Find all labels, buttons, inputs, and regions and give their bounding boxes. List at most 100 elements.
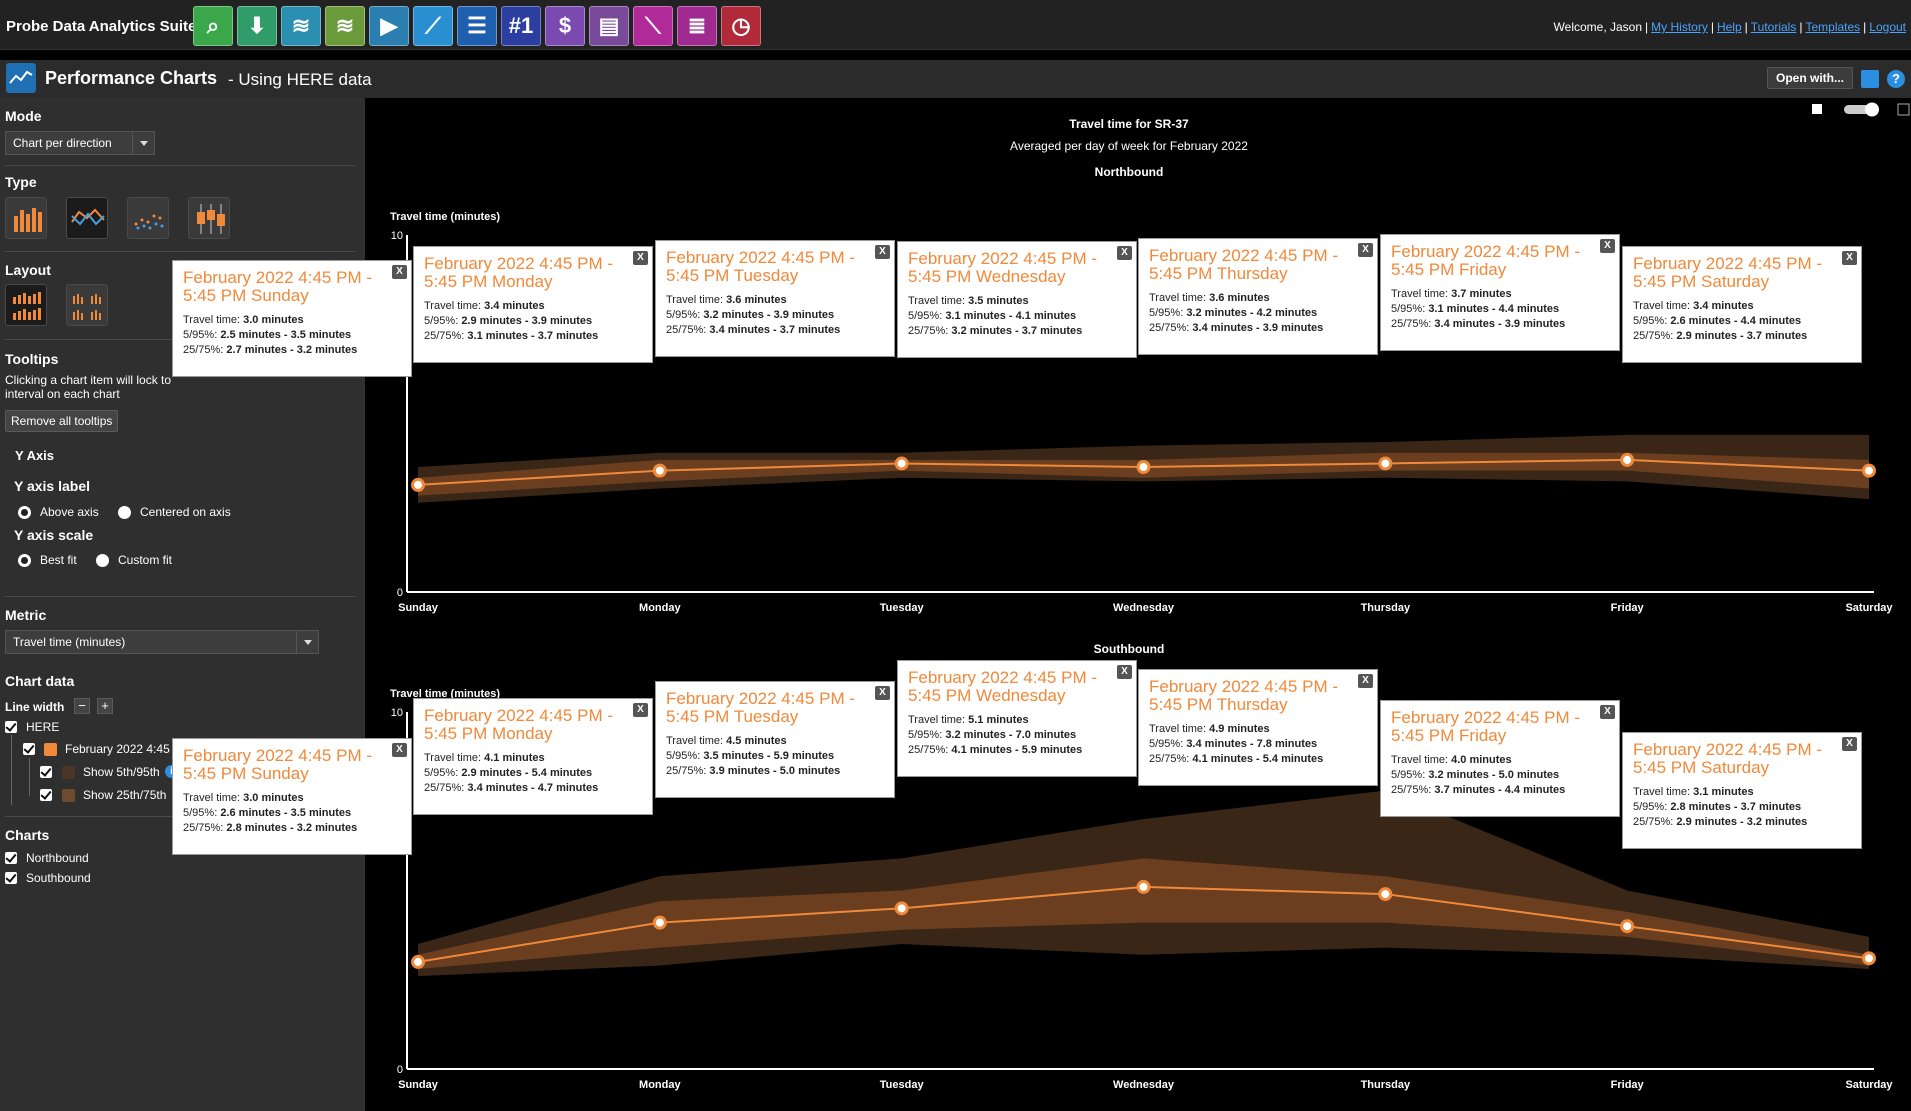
5th-95th-color-swatch[interactable] (62, 766, 75, 779)
divider (5, 251, 355, 252)
x-tick-label: Wednesday (1113, 602, 1175, 614)
x-tick-label: Saturday (1845, 1079, 1893, 1091)
close-icon[interactable]: X (1117, 665, 1132, 679)
line-chart-icon[interactable]: ⟋ (413, 6, 453, 46)
data-point[interactable] (411, 477, 425, 492)
close-icon[interactable]: X (392, 265, 407, 279)
data-point[interactable] (1620, 919, 1635, 934)
data-point[interactable] (1136, 460, 1151, 475)
bottleneck-icon[interactable]: ⟍ (633, 6, 673, 46)
open-with-button[interactable]: Open with... (1767, 67, 1853, 89)
data-point[interactable] (652, 915, 667, 930)
data-point[interactable] (652, 463, 667, 478)
25th-75th-color-swatch[interactable] (62, 789, 75, 802)
close-icon[interactable]: X (1358, 674, 1373, 688)
southbound-checkbox[interactable] (5, 872, 17, 884)
mode-select[interactable]: Chart per direction (5, 131, 155, 155)
tooltips-title: Tooltips (5, 351, 59, 367)
y-axis-label: Travel time (minutes) (390, 688, 500, 700)
tooltip-values: Travel time: 3.0 minutes 5/95%: 2.5 minut… (183, 314, 358, 356)
close-icon[interactable]: X (1600, 705, 1615, 719)
line-width-decrease-button[interactable]: − (74, 698, 90, 714)
data-point[interactable] (1136, 879, 1151, 894)
save-icon[interactable] (1861, 70, 1879, 88)
close-icon[interactable]: X (633, 703, 648, 717)
table-list-icon[interactable]: ☰ (457, 6, 497, 46)
list-chart-icon[interactable]: ≣ (677, 6, 717, 46)
clock-icon[interactable]: ◷ (721, 6, 761, 46)
road-map-icon[interactable]: ≋ (325, 6, 365, 46)
tooltip-title: February 2022 4:45 PM - 5:45 PM Friday (1391, 708, 1580, 745)
tooltip-values: Travel time: 3.1 minutes 5/95%: 2.8 minut… (1633, 786, 1808, 828)
best-fit-radio[interactable] (18, 554, 31, 567)
top-app-bar: Probe Data Analytics Suite ⌕ ⬇ ≋ ≋ ▶ ⟋ ☰ #1 $ ▤ ⟍ ≣… (0, 0, 1911, 50)
metric-select[interactable]: Travel time (minutes) (5, 630, 319, 654)
close-icon[interactable]: X (1600, 239, 1615, 253)
x-tick-label: Tuesday (880, 602, 925, 614)
here-source-checkbox[interactable] (5, 721, 17, 733)
x-tick-label: Tuesday (880, 1079, 925, 1091)
mode-title: Mode (5, 108, 42, 124)
northbound-checkbox[interactable] (5, 852, 17, 864)
help-link[interactable]: Help (1716, 20, 1742, 34)
close-icon[interactable]: X (1358, 243, 1373, 257)
download-icon[interactable]: ⬇ (237, 6, 277, 46)
data-point[interactable] (1620, 452, 1635, 467)
view-toggle[interactable] (1812, 102, 1910, 117)
help-icon[interactable]: ? (1887, 70, 1905, 88)
chart-area: Travel time for SR-37 Averaged per day o… (172, 98, 1911, 1111)
scatter-chart-type-button[interactable] (127, 197, 169, 239)
magnifier-icon[interactable]: ⌕ (193, 6, 233, 46)
band-25th-75th (418, 452, 1869, 496)
my-history-link[interactable]: My History (1651, 20, 1708, 34)
tooltip-values: Travel time: 5.1 minutes 5/95%: 3.2 minut… (908, 714, 1083, 756)
close-icon[interactable]: X (392, 743, 407, 757)
tooltip-values: Travel time: 3.6 minutes 5/95%: 3.2 minut… (1149, 292, 1324, 334)
layout-title: Layout (5, 262, 51, 278)
tooltips-description-1: Clicking a chart item will lock to (5, 373, 172, 387)
data-point[interactable] (1378, 456, 1393, 471)
close-icon[interactable]: X (875, 245, 890, 259)
data-point[interactable] (894, 901, 909, 916)
close-icon[interactable]: X (875, 686, 890, 700)
close-icon[interactable]: X (1842, 737, 1857, 751)
layout-grid-button[interactable] (66, 284, 108, 326)
line-chart-type-button[interactable] (66, 197, 108, 239)
templates-link[interactable]: Templates (1805, 20, 1861, 34)
close-icon[interactable]: X (1842, 251, 1857, 265)
close-icon[interactable]: X (1117, 246, 1132, 260)
dollar-icon[interactable]: $ (545, 6, 585, 46)
tooltip-values: Travel time: 4.0 minutes 5/95%: 3.2 minut… (1391, 754, 1566, 796)
logout-link[interactable]: Logout (1869, 20, 1906, 34)
interval-color-swatch[interactable] (44, 743, 57, 756)
above-axis-radio[interactable] (18, 506, 31, 519)
road-map-icon[interactable]: ≋ (281, 6, 321, 46)
layout-stacked-button[interactable] (5, 284, 47, 326)
tooltip-northbound-monday: February 2022 4:45 PM - 5:45 PM Monday Tr… (413, 246, 653, 363)
play-map-icon[interactable]: ▶ (369, 6, 409, 46)
custom-fit-radio[interactable] (96, 554, 109, 567)
tutorials-link[interactable]: Tutorials (1750, 20, 1797, 34)
data-point[interactable] (411, 954, 425, 969)
data-point[interactable] (1862, 951, 1876, 966)
report-icon[interactable]: ▤ (589, 6, 629, 46)
rank-icon[interactable]: #1 (501, 6, 541, 46)
show-25th-75th-checkbox[interactable] (40, 789, 52, 801)
close-icon[interactable]: X (633, 251, 648, 265)
line-width-increase-button[interactable]: + (97, 698, 113, 714)
box-plot-type-button[interactable] (188, 197, 230, 239)
tooltip-values: Travel time: 4.5 minutes 5/95%: 3.5 minut… (666, 735, 841, 777)
centered-on-axis-radio[interactable] (118, 506, 131, 519)
divider (5, 165, 355, 166)
interval-checkbox[interactable] (23, 743, 35, 755)
tooltip-title: February 2022 4:45 PM - 5:45 PM Sunday (183, 746, 372, 783)
show-5th-95th-checkbox[interactable] (40, 766, 52, 778)
tooltips-description-2: interval on each chart (5, 387, 120, 401)
data-point[interactable] (894, 456, 909, 471)
remove-all-tooltips-button[interactable]: Remove all tooltips (5, 410, 119, 432)
above-axis-label: Above axis (40, 505, 99, 519)
tree-line (29, 758, 30, 796)
data-point[interactable] (1862, 463, 1876, 478)
data-point[interactable] (1378, 887, 1393, 902)
bar-chart-type-button[interactable] (5, 197, 47, 239)
